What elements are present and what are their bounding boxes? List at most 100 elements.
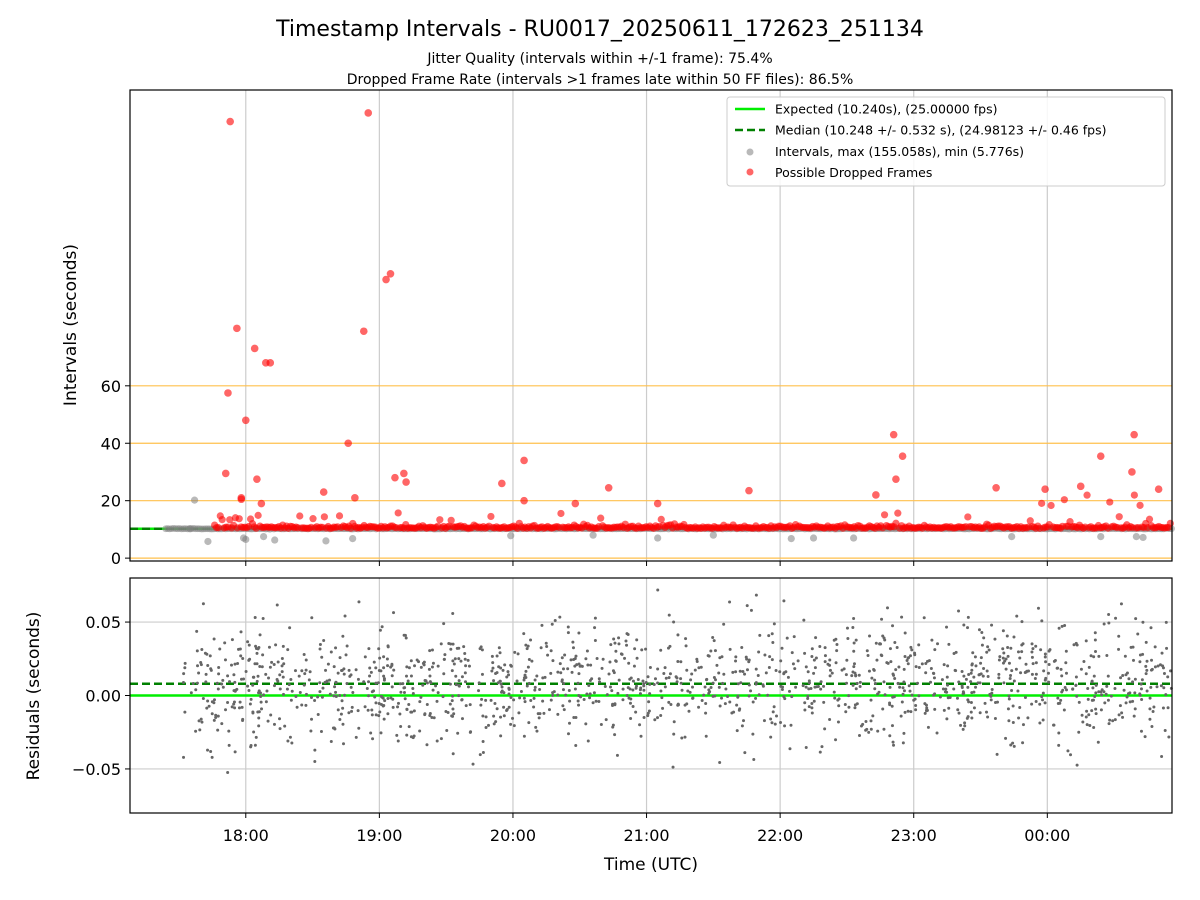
- residual-point: [961, 692, 965, 696]
- residual-point: [281, 675, 285, 679]
- residual-point: [463, 657, 467, 661]
- residual-point: [199, 663, 203, 667]
- interval-point: [242, 535, 250, 544]
- residual-point: [713, 649, 717, 653]
- residual-point: [1167, 735, 1171, 739]
- residual-point: [743, 751, 747, 755]
- residual-point: [1075, 763, 1079, 767]
- residual-point: [737, 708, 741, 712]
- residual-point: [954, 650, 958, 654]
- residual-point: [1074, 683, 1078, 687]
- residual-point: [802, 618, 806, 622]
- residual-point: [813, 685, 817, 689]
- residual-point: [786, 675, 790, 679]
- residual-point: [275, 603, 279, 607]
- residual-point: [249, 697, 253, 701]
- residual-point: [1081, 720, 1085, 724]
- residual-point: [1016, 650, 1020, 654]
- residual-point: [183, 661, 187, 665]
- residual-point: [675, 680, 679, 684]
- residual-point: [852, 662, 856, 666]
- residual-point: [457, 694, 461, 698]
- residual-point: [1040, 619, 1044, 623]
- residual-point: [442, 657, 446, 661]
- residual-point: [676, 703, 680, 707]
- legend-intervals-label: Intervals, max (155.058s), min (5.776s): [775, 144, 1024, 159]
- residual-point: [1024, 670, 1028, 674]
- residual-point: [929, 680, 933, 684]
- residual-point: [439, 737, 443, 741]
- residual-point: [979, 661, 983, 665]
- residual-point: [960, 686, 964, 690]
- dropped-frame-point: [1083, 491, 1091, 499]
- residual-point: [367, 680, 371, 684]
- residual-point: [191, 682, 195, 686]
- residual-point: [379, 669, 383, 673]
- residual-point: [371, 737, 375, 741]
- residual-point: [509, 664, 513, 668]
- residual-point: [1118, 704, 1122, 708]
- residual-point: [589, 663, 593, 667]
- residual-point: [230, 705, 234, 709]
- residual-point: [396, 705, 400, 709]
- residual-point: [1012, 635, 1016, 639]
- residual-point: [334, 690, 338, 694]
- residual-point: [478, 647, 482, 651]
- residual-point: [1006, 646, 1010, 650]
- residual-point: [1030, 702, 1034, 706]
- residual-point: [788, 747, 792, 751]
- residual-point: [341, 706, 345, 710]
- residual-point: [577, 703, 581, 707]
- residual-point: [254, 646, 258, 650]
- residual-point: [653, 718, 657, 722]
- residual-point: [283, 724, 287, 728]
- residual-point: [332, 694, 336, 698]
- residual-point: [592, 691, 596, 695]
- residual-point: [1060, 624, 1064, 628]
- residual-point: [246, 640, 250, 644]
- residual-point: [241, 717, 245, 721]
- residual-point: [233, 680, 237, 684]
- residual-point: [513, 650, 517, 654]
- residual-point: [363, 655, 367, 659]
- residual-point: [734, 655, 738, 659]
- residual-point: [664, 676, 668, 680]
- residual-point: [614, 649, 618, 653]
- residual-point: [256, 674, 260, 678]
- residual-point: [304, 668, 308, 672]
- residual-point: [278, 727, 282, 731]
- residual-point: [1085, 709, 1089, 713]
- residual-point: [537, 716, 541, 720]
- residual-point: [265, 689, 269, 693]
- residual-point: [1109, 694, 1113, 698]
- residual-point: [607, 672, 611, 676]
- residual-point: [1100, 693, 1104, 697]
- residual-point: [982, 636, 986, 640]
- residual-point: [460, 717, 464, 721]
- residual-point: [183, 666, 187, 670]
- residual-point: [747, 683, 751, 687]
- dropped-frame-point: [1041, 485, 1049, 494]
- residual-point: [563, 653, 567, 657]
- residual-point: [249, 744, 253, 748]
- residual-point: [217, 665, 221, 669]
- residual-point: [695, 659, 699, 663]
- x-tick-label: 23:00: [891, 826, 937, 845]
- residual-point: [396, 739, 400, 743]
- residual-point: [1145, 659, 1149, 663]
- residual-point: [1071, 687, 1075, 691]
- dropped-frame-point: [319, 488, 328, 496]
- residual-point: [638, 692, 642, 696]
- residual-point: [685, 668, 689, 672]
- residual-point: [1064, 649, 1068, 653]
- residual-point: [316, 695, 320, 699]
- chart-title: Timestamp Intervals - RU0017_20250611_17…: [275, 17, 924, 42]
- residual-point: [481, 740, 485, 744]
- dropped-frame-point: [344, 439, 352, 448]
- residual-point: [246, 684, 250, 688]
- dropped-frame-point: [309, 515, 317, 523]
- residual-point: [541, 676, 545, 680]
- residual-point: [720, 696, 724, 700]
- legend-dropped-marker: [746, 168, 754, 176]
